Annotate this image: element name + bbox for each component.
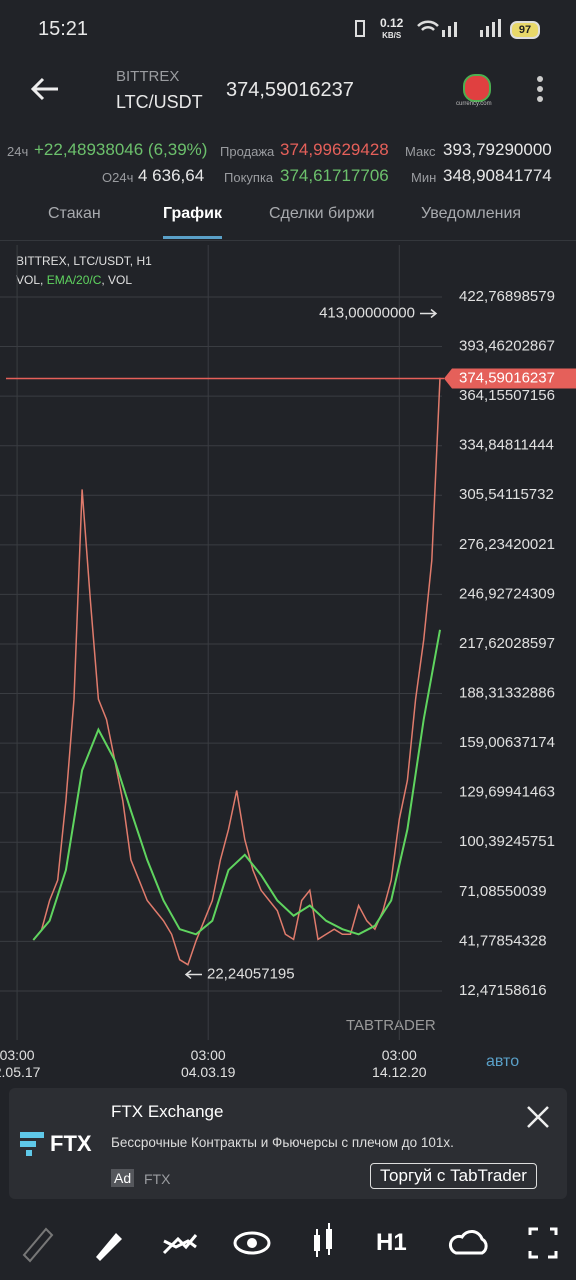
price-line <box>32 629 441 941</box>
speed-unit: KB/S <box>382 31 402 40</box>
ad-title: FTX Exchange <box>111 1102 224 1121</box>
ad-button[interactable]: Торгуй с TabTrader <box>370 1163 537 1189</box>
tab[interactable]: Уведомления <box>421 205 522 222</box>
y-tick-label: 364,15507156 <box>459 387 555 404</box>
logo <box>463 74 491 102</box>
change: +22,48938046 (6,39%) <box>34 140 208 159</box>
header-price: 374,59016237 <box>226 79 354 101</box>
ad-badge: Ad <box>111 1169 135 1187</box>
high-arrow <box>420 308 438 319</box>
legend-vol: VOL, <box>16 273 47 287</box>
y-tick-label: 71,08550039 <box>459 883 547 900</box>
stat-label: О24ч <box>102 170 134 185</box>
stat-label: Продажа <box>220 144 275 159</box>
stat-label: Мин <box>411 170 437 185</box>
high-label: 413,00000000 <box>319 304 415 321</box>
x-tick-label: 03:00 04.03.19 <box>180 1047 236 1080</box>
ad-text: Бессрочные Контракты и Фьючерсы с плечом… <box>111 1135 454 1150</box>
tab-underline <box>163 236 222 239</box>
y-tick-label: 334,84811444 <box>459 437 554 454</box>
toolbar <box>22 1223 558 1263</box>
tab[interactable]: Сделки биржи <box>269 205 375 222</box>
y-tick-label: 393,46202867 <box>459 338 555 355</box>
ad-advertiser: FTX <box>144 1171 171 1187</box>
price-line <box>32 377 441 966</box>
logo-text: currency.com <box>456 101 492 107</box>
divider <box>0 240 576 241</box>
net-speed: 0.12 KB/S <box>380 16 404 41</box>
y-tick-label: 217,62028597 <box>459 635 555 652</box>
current-price-tag <box>444 368 576 389</box>
y-tick-label: 41,77854328 <box>459 932 547 949</box>
legend-ema: EMA/20/C <box>47 273 102 287</box>
stat-label: 24ч <box>7 144 29 159</box>
y-tick-label: 305,54115732 <box>459 486 554 503</box>
y-tick-label: 159,00637174 <box>459 734 555 751</box>
y-tick-label: 100,39245751 <box>459 833 555 850</box>
legend-line: BITTREX, LTC/USDT, H1 <box>16 254 152 268</box>
x-tick-label: 03:00 14.12.20 <box>372 1047 427 1080</box>
legend-vol: , VOL <box>101 273 132 287</box>
menu-button[interactable] <box>534 74 546 106</box>
status-icons <box>355 19 501 37</box>
y-tick-label: 246,92724309 <box>459 585 555 602</box>
y-tick-label: 422,76898579 <box>459 288 555 305</box>
clock: 15:21 <box>38 18 89 40</box>
stat-label: Покупка <box>224 170 274 185</box>
exchange: BITTREX <box>116 68 180 85</box>
y-tick-label: 188,31332886 <box>459 685 555 702</box>
y-tick-label: 129,69941463 <box>459 784 555 801</box>
legend-line: VOL, EMA/20/C, VOL <box>16 273 132 287</box>
ad-logo-mark <box>20 1132 44 1156</box>
y-tick-label: 276,23420021 <box>459 536 555 553</box>
sell: 374,99629428 <box>280 140 389 159</box>
watermark: TABTRADER <box>346 1017 436 1034</box>
current-price-label: 374,59016237 <box>459 369 555 386</box>
tab[interactable]: Стакан <box>48 205 101 222</box>
ad-close[interactable] <box>525 1104 551 1130</box>
y-tick-label: 12,47158616 <box>459 982 547 999</box>
ad-logo: FTX <box>50 1131 92 1156</box>
x-tick-label: 03:00 2.05.17 <box>0 1047 41 1080</box>
battery: 97 <box>510 21 540 39</box>
speed: 0.12 <box>380 16 404 30</box>
chart: BITTREX, LTC/USDT, H1 VOL, EMA/20/C, VOL… <box>0 245 576 1040</box>
back-button[interactable] <box>28 74 62 106</box>
stat-label: Макс <box>405 144 436 159</box>
volume: 4 636,64 <box>138 166 205 185</box>
buy: 374,61717706 <box>280 166 389 185</box>
tab[interactable]: График <box>163 205 222 222</box>
pair: LTC/USDT <box>116 92 203 112</box>
low-label: 22,24057195 <box>207 965 295 982</box>
max: 393,79290000 <box>443 140 552 159</box>
timeframe[interactable]: H1 <box>376 1229 407 1256</box>
min: 348,90841774 <box>443 166 552 185</box>
ad-card[interactable] <box>9 1088 567 1199</box>
scale-mode[interactable]: авто <box>486 1053 520 1070</box>
low-arrow <box>184 969 202 980</box>
